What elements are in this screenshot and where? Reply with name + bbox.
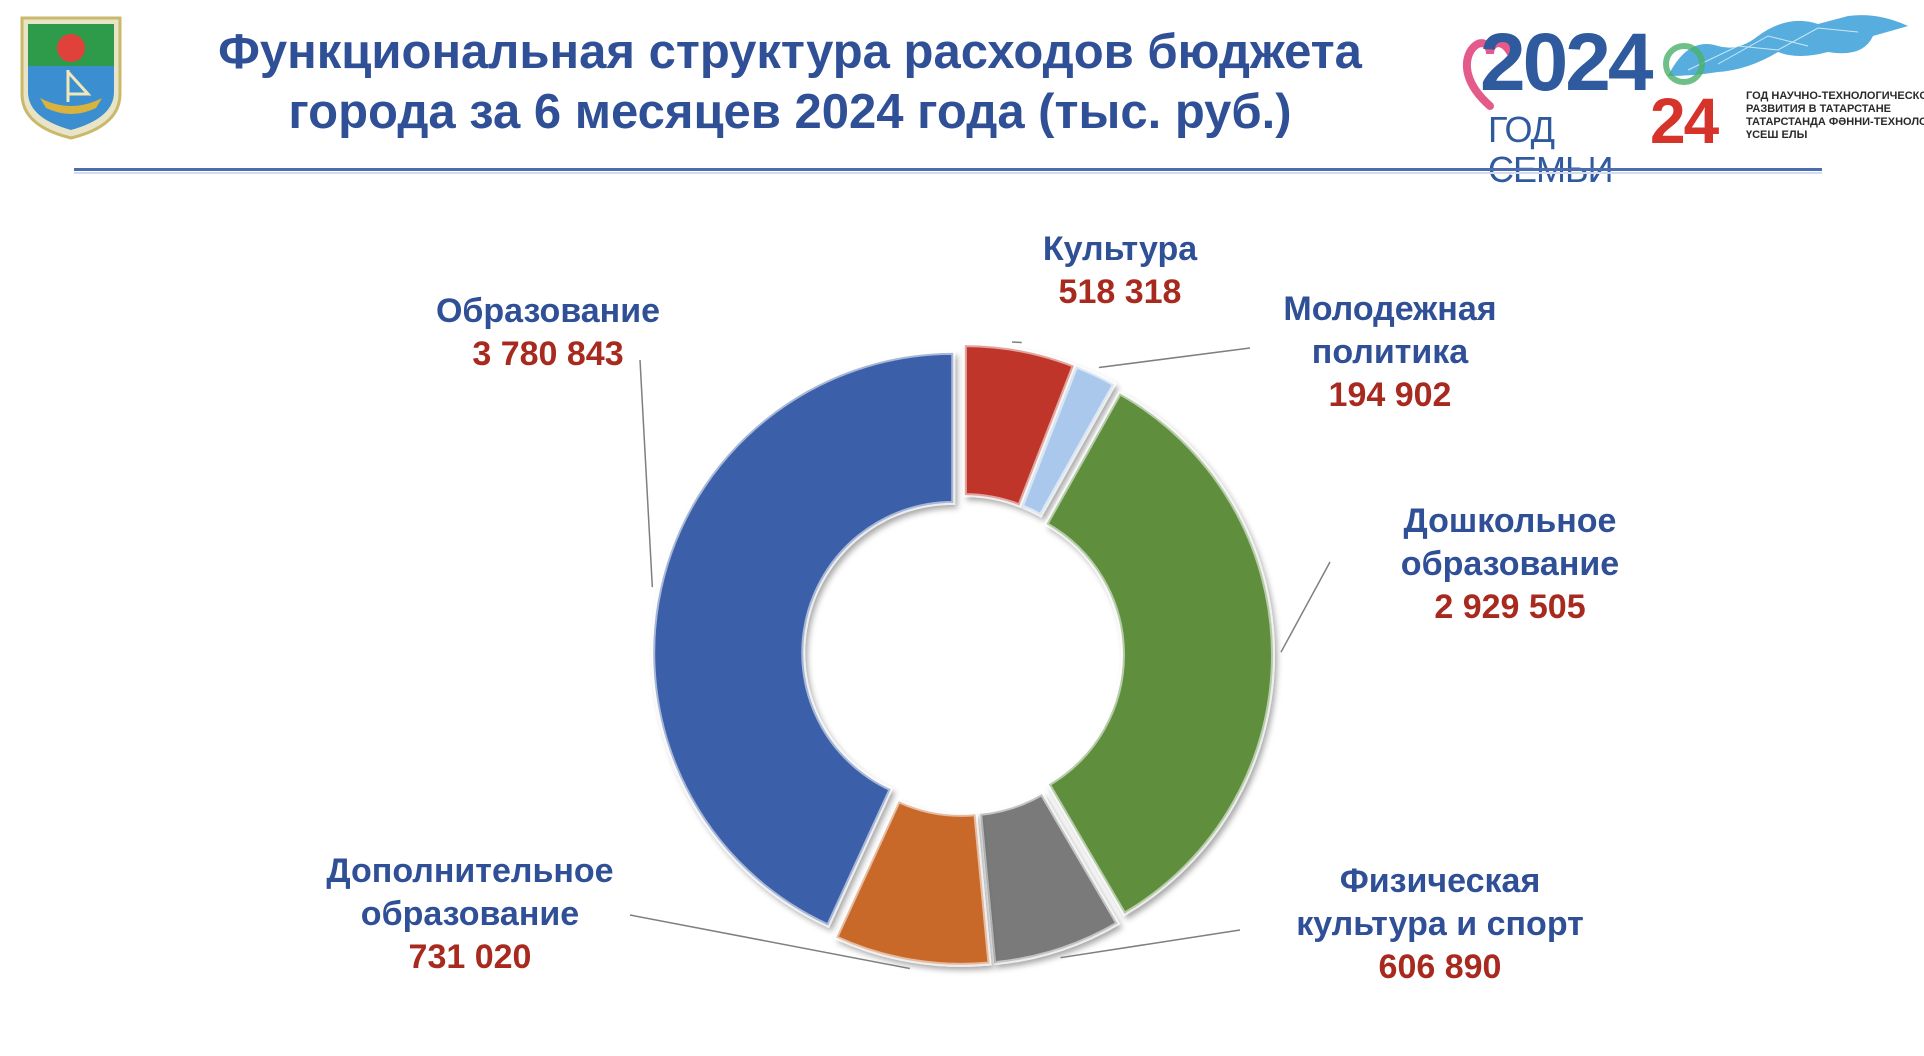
slice-value: 518 318 xyxy=(1058,273,1182,311)
slice-name: Образование xyxy=(435,292,661,330)
leader-line xyxy=(639,359,654,588)
slice-value: 731 020 xyxy=(408,938,532,976)
slice-name: образование xyxy=(1400,545,1620,583)
tech-caption-line: ҮСЕШ ЕЛЫ xyxy=(1746,129,1808,141)
leader-line xyxy=(1098,347,1251,369)
slice-name: Физическая xyxy=(1339,862,1541,900)
tech-year-logo: 24 ГОД НАУЧНО-ТЕХНОЛОГИЧЕСКОГО РАЗВИТИЯ … xyxy=(1648,6,1924,157)
slice-name: Дополнительное xyxy=(326,852,614,890)
heart-icon xyxy=(1462,39,1514,110)
slice-label: Дошкольное образование 2 929 505 xyxy=(1350,500,1670,629)
slice-name: культура и спорт xyxy=(1296,905,1584,943)
slice-label: Физическая культура и спорт 606 890 xyxy=(1250,860,1630,989)
slice-label: Дополнительное образование 731 020 xyxy=(280,850,660,979)
slice-name: Молодежная xyxy=(1283,290,1497,328)
slice-value: 2 929 505 xyxy=(1434,588,1586,626)
slice-name: образование xyxy=(360,895,580,933)
slice-value: 194 902 xyxy=(1328,376,1452,414)
doughnut-slice xyxy=(833,798,992,967)
tech-year-number: 24 xyxy=(1650,85,1719,157)
leader-line xyxy=(1060,929,1241,959)
leader-line xyxy=(629,914,910,970)
header-divider xyxy=(74,168,1822,171)
doughnut-slice xyxy=(1019,363,1117,518)
tech-year-caption: ГОД НАУЧНО-ТЕХНОЛОГИЧЕСКОГО РАЗВИТИЯ В Т… xyxy=(1746,90,1924,142)
doughnut-slice xyxy=(1043,390,1275,917)
doughnut-slice xyxy=(977,791,1121,966)
header-divider-shadow xyxy=(74,172,1822,174)
city-emblem xyxy=(20,16,122,140)
tech-caption-line: ТАТАРСТАНДА ФӘННИ-ТЕХНОЛОГИК xyxy=(1746,116,1924,128)
slice-name: политика xyxy=(1311,333,1469,371)
slice-value: 3 780 843 xyxy=(472,335,624,373)
doughnut-slice xyxy=(651,350,956,929)
slice-name: Культура xyxy=(1042,230,1198,268)
tech-caption-line: ГОД НАУЧНО-ТЕХНОЛОГИЧЕСКОГО xyxy=(1746,90,1924,102)
doughnut-slice xyxy=(962,343,1077,509)
slice-label: Молодежная политика 194 902 xyxy=(1240,288,1540,417)
title-line-1: Функциональная структура расходов бюджет… xyxy=(218,25,1362,79)
family-year-number: 2024 xyxy=(1480,17,1653,108)
slice-value: 606 890 xyxy=(1378,948,1502,986)
tech-caption-line: РАЗВИТИЯ В ТАТАРСТАНЕ xyxy=(1746,103,1892,115)
slice-label: Образование 3 780 843 xyxy=(398,290,698,376)
title-line-2: города за 6 месяцев 2024 года (тыс. руб.… xyxy=(288,85,1292,139)
slice-label: Культура 518 318 xyxy=(1010,228,1230,314)
page-title: Функциональная структура расходов бюджет… xyxy=(130,22,1450,142)
bird-icon xyxy=(1663,15,1908,85)
leader-line xyxy=(1280,561,1331,653)
slice-name: Дошкольное xyxy=(1403,502,1617,540)
